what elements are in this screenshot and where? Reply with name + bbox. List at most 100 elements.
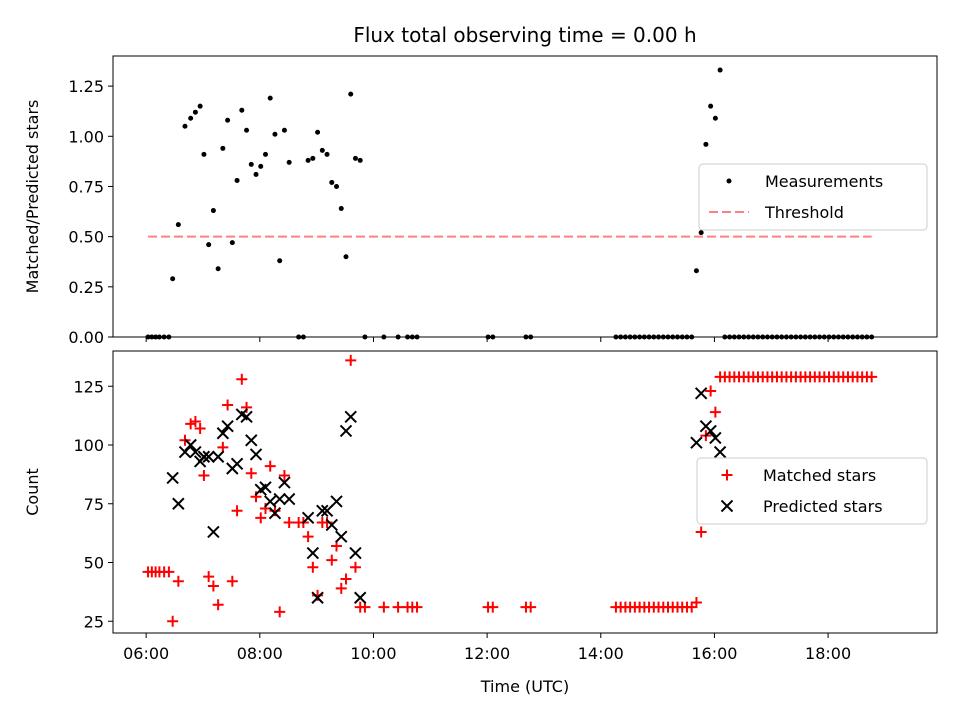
data-point [315,129,321,135]
legend-swatch [721,469,733,481]
data-point [203,571,215,583]
data-point [821,334,827,340]
data-point [704,424,717,438]
data-point [362,334,368,340]
y-tick-label: 1.00 [68,127,104,146]
data-point [717,67,723,73]
data-point [250,491,262,503]
data-point [306,546,320,560]
data-point [755,334,761,340]
data-point [690,436,703,449]
y-tick-label: 0.50 [68,228,104,247]
data-point [395,334,401,340]
data-point [528,334,534,340]
data-point [249,448,263,461]
data-point [311,591,324,604]
legend-box [698,163,928,231]
data-point [684,334,690,340]
data-point [679,334,685,340]
data-point [705,385,717,397]
data-point [831,334,837,340]
legend-label: Matched stars [763,466,876,485]
series-measurements [145,67,875,340]
data-point [802,334,808,340]
data-point [244,127,250,133]
data-point [812,334,818,340]
data-point [248,161,254,167]
data-point [487,601,499,613]
legend: Measurements Threshold [698,163,928,231]
data-point [210,208,216,214]
data-point [414,334,420,340]
data-point [523,334,529,340]
data-point [845,334,851,340]
data-point [245,434,258,447]
data-point [264,460,276,472]
data-point [686,601,698,613]
data-point [779,334,785,340]
series-matched-stars [142,354,878,627]
data-point [197,103,203,109]
data-point [646,334,652,340]
panel-2: 25 50 75 100 125 06:00 08:00 10:00 12:00 14:00 16:… [23,350,938,696]
y-tick-label: 25 [84,612,104,631]
legend-label: Threshold [764,203,844,222]
legend-label: Predicted stars [763,497,883,516]
data-point [222,399,234,411]
data-point [225,117,231,123]
data-point [170,276,176,282]
data-point [660,334,666,340]
data-point [258,163,264,169]
legend-entry: Threshold [709,203,844,222]
data-point [188,115,194,121]
data-point [325,518,338,532]
data-point [211,450,225,463]
data-point [746,334,752,340]
data-point [651,334,657,340]
data-point [690,596,702,608]
data-point [641,334,647,340]
data-point [192,109,198,115]
data-point [240,410,253,424]
data-point [409,334,415,340]
data-point [627,334,633,340]
legend-swatch [720,499,734,513]
y-tick-label: 100 [73,436,104,455]
data-point [324,151,330,157]
data-point [267,95,273,101]
data-point [335,530,348,543]
data-point [349,546,362,560]
data-point [166,471,179,485]
y-axis-label: Count [23,468,42,516]
x-tick-label: 12:00 [464,644,510,663]
data-point [215,266,221,272]
data-point [613,334,619,340]
data-point [381,334,387,340]
data-point [172,575,184,587]
data-point [334,183,340,189]
data-point [312,589,324,601]
data-point [352,155,358,161]
data-point [184,438,197,452]
data-point [185,418,197,430]
data-point [695,526,707,538]
data-point [175,222,181,228]
data-point [202,450,215,463]
data-point [712,115,718,121]
data-point [278,470,290,482]
data-point [300,334,306,340]
data-point [198,470,210,482]
data-point [230,457,244,471]
data-point [221,419,234,433]
data-point [277,258,283,264]
data-point [273,492,286,506]
data-point [194,423,206,435]
data-point [854,334,860,340]
data-point [736,334,742,340]
x-tick-label: 08:00 [237,644,283,663]
data-point [166,334,172,340]
data-point [339,424,353,438]
data-point [220,145,226,151]
data-point [189,445,202,459]
